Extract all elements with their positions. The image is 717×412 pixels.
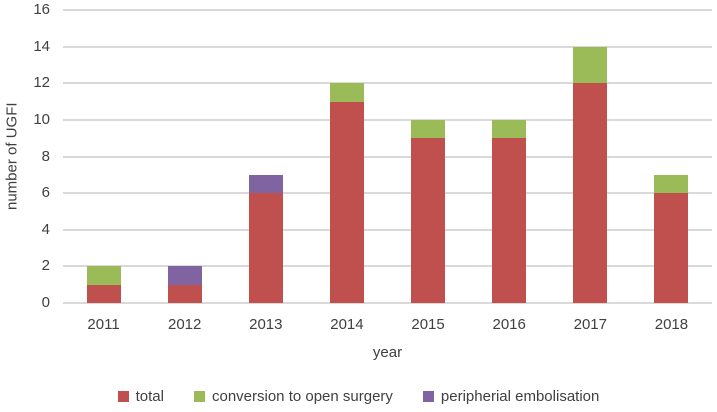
gridline (63, 192, 712, 195)
legend-item: peripherial embolisation (422, 388, 600, 405)
bar-segment-peripherial-2013 (248, 174, 283, 194)
y-tick-label: 6 (41, 184, 50, 202)
bar-segment-peripherial-2012 (167, 266, 202, 285)
legend-item: total (117, 388, 164, 405)
bar-segment-total-2015 (411, 138, 446, 303)
bar-segment-total-2017 (573, 83, 608, 303)
x-tick-label: 2011 (87, 316, 120, 333)
legend-item: conversion to open surgery (193, 388, 393, 405)
plot-area (63, 9, 712, 304)
y-tick-label: 16 (33, 1, 50, 18)
legend-swatch-icon (117, 391, 129, 402)
y-tick-label: 4 (41, 220, 50, 238)
legend-label: total (135, 388, 164, 405)
gridline (63, 302, 712, 304)
y-tick-label: 2 (41, 257, 50, 275)
bar-segment-conversion-2014 (329, 83, 364, 102)
bar-segment-conversion-2011 (86, 266, 121, 285)
gridline (63, 9, 712, 11)
legend-swatch-icon (193, 391, 205, 402)
bar-segment-conversion-2017 (573, 46, 608, 84)
legend: total conversion to open surgery peripheri… (0, 388, 717, 405)
x-tick-label: 2014 (330, 316, 364, 333)
x-tick-label: 2012 (168, 316, 202, 333)
x-tick-label: 2018 (654, 316, 689, 333)
legend-swatch-icon (422, 391, 434, 402)
legend-label: conversion to open surgery (211, 388, 393, 405)
bar-segment-total-2018 (654, 193, 689, 303)
x-tick-label: 2013 (249, 316, 283, 333)
x-tick-label: 2017 (573, 316, 607, 333)
x-tick-label: 2015 (411, 316, 445, 333)
legend-label: peripherial embolisation (440, 388, 600, 405)
bar-segment-total-2011 (86, 284, 121, 303)
y-tick-label: 12 (33, 74, 50, 92)
x-tick-label: 2016 (492, 316, 526, 333)
gridline (63, 45, 712, 48)
bar-segment-conversion-2018 (654, 174, 689, 194)
gridline (63, 265, 712, 268)
gridline (63, 118, 712, 121)
bar-segment-total-2013 (248, 193, 283, 303)
y-tick-label: 10 (33, 110, 50, 128)
y-tick-label: 8 (41, 147, 50, 165)
gridline (63, 155, 712, 158)
bar-segment-total-2012 (167, 284, 202, 303)
y-tick-label: 14 (33, 37, 50, 55)
bar-segment-conversion-2015 (411, 119, 446, 139)
bar-segment-total-2014 (329, 101, 364, 303)
bar-segment-conversion-2016 (492, 119, 527, 139)
gridline (63, 82, 712, 85)
bar-segment-total-2016 (492, 138, 527, 303)
y-tick-label: 0 (41, 294, 50, 311)
x-axis-title: year (372, 344, 403, 361)
gridline (63, 228, 712, 231)
